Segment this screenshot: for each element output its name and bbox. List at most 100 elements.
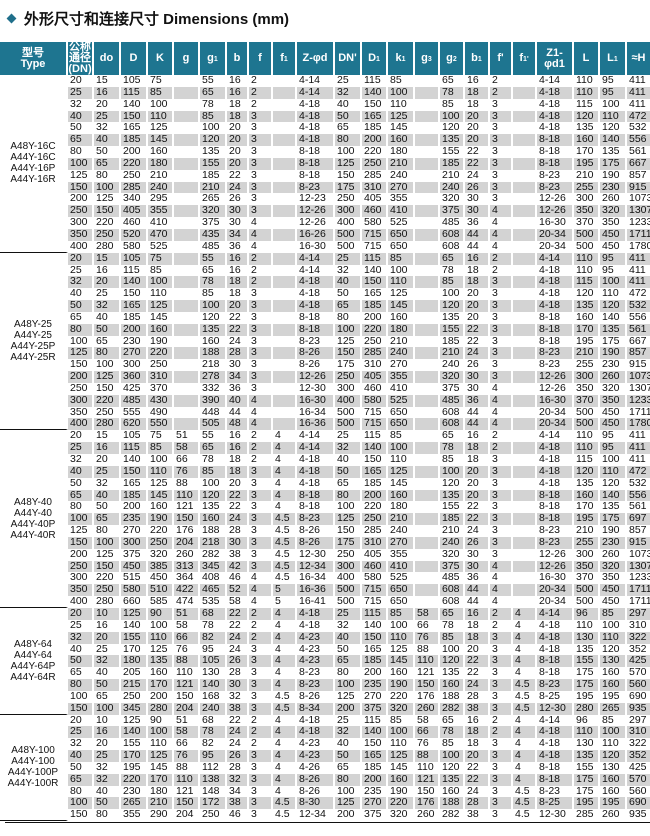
table-cell: 20 xyxy=(465,122,490,135)
column-header-label: DN' xyxy=(338,52,357,64)
table-cell: 570 xyxy=(629,666,647,679)
table-cell: 150 xyxy=(362,276,388,289)
table-cell: 85 xyxy=(440,631,465,644)
table-cell: 175 xyxy=(574,678,600,691)
table-cell: 110 xyxy=(574,252,600,265)
table-cell: 20 xyxy=(227,299,249,312)
table-cell: 411 xyxy=(627,276,650,289)
table-cell: 20 xyxy=(465,489,490,502)
table-cell: 150 xyxy=(335,524,362,537)
table-cell: 125 xyxy=(388,110,415,123)
table-cell: 4.5 xyxy=(273,690,297,703)
table-cell xyxy=(273,75,297,87)
table-cell: 3 xyxy=(490,335,513,348)
column-header-sub: Type xyxy=(20,57,46,70)
table-cell: 40 xyxy=(68,643,94,656)
table-cell xyxy=(513,513,537,526)
table-cell: 15 xyxy=(94,252,121,265)
table-cell: 240 xyxy=(388,169,415,182)
table-cell: 525 xyxy=(388,216,415,229)
table-cell: 85 xyxy=(440,453,465,466)
table-cell: 3 xyxy=(490,489,513,502)
table-cell: 8-18 xyxy=(537,666,574,680)
table-cell: 430 xyxy=(148,394,174,407)
table-cell: 85 xyxy=(388,714,415,727)
table-cell: 500 xyxy=(335,595,362,608)
table-cell: 270 xyxy=(388,536,415,549)
table-cell: 322 xyxy=(627,631,650,644)
table-cell xyxy=(415,442,440,454)
table-cell: 110 xyxy=(148,737,174,751)
table-cell: 18 xyxy=(465,453,490,466)
table-cell xyxy=(174,311,200,324)
table-row: 100 65 220 180 155 20 3 8-18 125 250 210 185 22 3 8-18… xyxy=(0,157,650,170)
column-header-label: g xyxy=(446,51,453,64)
table-cell: 26 xyxy=(465,358,490,372)
table-cell: 4-18 xyxy=(537,276,574,289)
table-cell: 220 xyxy=(148,524,174,537)
table-cell: 78 xyxy=(200,276,227,289)
table-cell: 230 xyxy=(121,335,148,348)
table-cell: 4 xyxy=(273,785,297,798)
table-cell: 88 xyxy=(174,655,200,668)
table-cell: 411 xyxy=(629,453,646,465)
table-cell: 250 xyxy=(362,157,388,170)
table-cell: 4-18 xyxy=(537,749,574,762)
table-cell: 265 xyxy=(600,702,627,715)
table-cell: 3 xyxy=(249,702,273,715)
table-cell: 100 xyxy=(600,453,627,466)
table-cell: 40 xyxy=(335,453,362,466)
table-cell: 50 xyxy=(335,287,362,301)
table-cell: 4 xyxy=(273,643,297,656)
table-cell: 16-30 xyxy=(297,394,335,407)
column-header-label: 型号 xyxy=(22,46,44,59)
table-cell: 561 xyxy=(629,500,647,513)
table-cell: 355 xyxy=(388,370,415,383)
table-cell: 170 xyxy=(574,145,600,158)
table-cell: 3 xyxy=(490,512,513,526)
table-cell xyxy=(415,501,440,514)
table-cell: 3 xyxy=(490,276,513,289)
table-cell: 3 xyxy=(490,370,513,383)
table-cell: 8-18 xyxy=(537,335,574,348)
table-cell: 26 xyxy=(227,749,249,762)
table-cell: 16-36 xyxy=(297,418,335,431)
table-cell: 130 xyxy=(574,737,600,751)
table-cell: 4 xyxy=(249,406,273,419)
table-cell: 88 xyxy=(174,477,200,490)
table-cell: 24 xyxy=(465,678,490,691)
table-cell: 4-23 xyxy=(297,631,335,644)
table-cell: 155 xyxy=(200,157,227,170)
table-cell: 24 xyxy=(465,524,490,537)
table-cell: 260 xyxy=(600,808,627,822)
table-row: 32 20 155 110 66 82 24 2 4 4-23 40 150 110 76 85 18 3 4 4-… xyxy=(0,631,650,644)
table-cell: 36 xyxy=(465,572,490,585)
table-cell: 65 xyxy=(200,264,227,277)
table-cell: 500 xyxy=(335,583,362,597)
table-cell: 100 xyxy=(200,477,227,490)
table-cell: 12-34 xyxy=(297,808,335,822)
table-cell: 160 xyxy=(148,501,174,514)
table-cell: 155 xyxy=(121,737,148,751)
table-cell: 350 xyxy=(574,560,600,573)
table-cell: 175 xyxy=(600,512,627,526)
table-cell xyxy=(415,110,440,123)
table-cell: 190 xyxy=(600,169,627,182)
table-cell: 75 xyxy=(148,252,174,265)
table-cell: 300 xyxy=(68,216,94,229)
type-label: A44Y-64P xyxy=(10,660,56,672)
table-cell: 78 xyxy=(200,619,227,632)
table-cell: 320 xyxy=(600,382,627,395)
table-cell: 250 xyxy=(121,169,148,182)
table-cell: 1073 xyxy=(627,370,650,383)
table-cell xyxy=(415,430,440,443)
table-cell: 58 xyxy=(415,714,440,727)
table-cell: 8-18 xyxy=(297,169,335,182)
table-cell: 410 xyxy=(388,560,415,573)
table-cell: 16-34 xyxy=(297,572,335,585)
column-header-sub: 1 xyxy=(401,55,406,63)
table-cell: 560 xyxy=(629,784,647,797)
table-cell: 3 xyxy=(249,501,273,514)
table-cell: 155 xyxy=(440,501,465,514)
table-cell: 532 xyxy=(629,476,647,489)
